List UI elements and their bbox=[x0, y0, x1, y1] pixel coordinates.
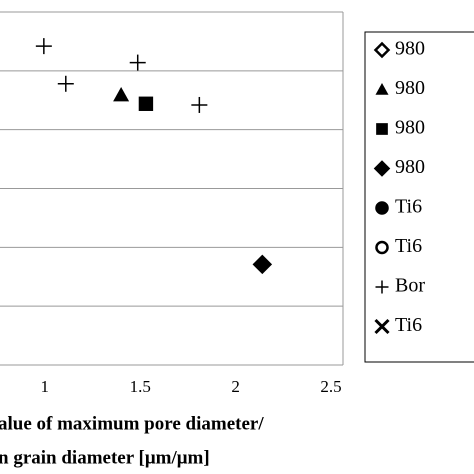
marker bbox=[191, 96, 208, 113]
marker bbox=[35, 38, 52, 55]
marker bbox=[373, 41, 391, 59]
marker bbox=[252, 254, 273, 275]
x-tick-label: 1 bbox=[41, 377, 50, 396]
legend-text: Ti6 bbox=[395, 314, 422, 336]
marker bbox=[113, 86, 130, 102]
legend-text: 980 bbox=[395, 77, 425, 99]
marker bbox=[57, 75, 74, 92]
marker bbox=[129, 54, 146, 71]
marker bbox=[375, 201, 389, 215]
x-axis-title: n grain diameter [μm/μm] bbox=[0, 447, 210, 468]
marker bbox=[373, 160, 391, 177]
marker bbox=[375, 280, 389, 294]
x-tick-label: 2.5 bbox=[320, 377, 341, 396]
marker bbox=[376, 123, 388, 135]
legend-text: Bor bbox=[395, 275, 425, 297]
x-axis-title: alue of maximum pore diameter/ bbox=[0, 413, 264, 434]
marker bbox=[138, 96, 154, 111]
legend-text: Ti6 bbox=[395, 196, 422, 218]
x-tick-label: 2 bbox=[231, 377, 240, 396]
legend-text: 980 bbox=[395, 156, 425, 178]
marker bbox=[375, 83, 389, 95]
legend-text: 980 bbox=[395, 117, 425, 139]
legend-text: 980 bbox=[395, 38, 425, 60]
marker bbox=[375, 240, 389, 255]
legend-text: Ti6 bbox=[395, 235, 422, 257]
marker bbox=[374, 318, 390, 335]
x-tick-label: 1.5 bbox=[130, 377, 151, 396]
